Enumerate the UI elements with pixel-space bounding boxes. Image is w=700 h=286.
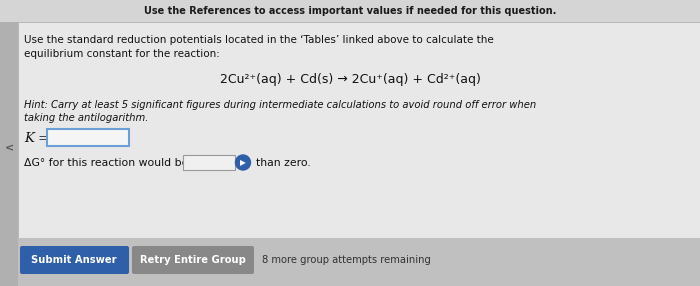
Text: <: < xyxy=(4,143,13,153)
Text: ▶: ▶ xyxy=(240,158,246,167)
Text: Retry Entire Group: Retry Entire Group xyxy=(140,255,246,265)
FancyBboxPatch shape xyxy=(47,129,129,146)
FancyBboxPatch shape xyxy=(0,0,700,22)
Text: ΔG° for this reaction would be: ΔG° for this reaction would be xyxy=(24,158,188,168)
FancyBboxPatch shape xyxy=(183,155,235,170)
FancyBboxPatch shape xyxy=(18,22,700,238)
FancyBboxPatch shape xyxy=(132,246,254,274)
FancyBboxPatch shape xyxy=(0,22,18,286)
Text: Hint: Carry at least 5 significant figures during intermediate calculations to a: Hint: Carry at least 5 significant figur… xyxy=(24,100,536,110)
Text: Submit Answer: Submit Answer xyxy=(32,255,117,265)
Text: than zero.: than zero. xyxy=(256,158,311,168)
FancyBboxPatch shape xyxy=(0,238,700,286)
Text: Use the References to access important values if needed for this question.: Use the References to access important v… xyxy=(144,6,556,16)
Text: Use the standard reduction potentials located in the ‘Tables’ linked above to ca: Use the standard reduction potentials lo… xyxy=(24,35,493,45)
Text: 2Cu²⁺(aq) + Cd(s) → 2Cu⁺(aq) + Cd²⁺(aq): 2Cu²⁺(aq) + Cd(s) → 2Cu⁺(aq) + Cd²⁺(aq) xyxy=(220,74,480,86)
FancyBboxPatch shape xyxy=(20,246,129,274)
Text: K =: K = xyxy=(24,132,53,144)
Text: equilibrium constant for the reaction:: equilibrium constant for the reaction: xyxy=(24,49,220,59)
Text: taking the antilogarithm.: taking the antilogarithm. xyxy=(24,113,148,123)
Circle shape xyxy=(235,155,251,170)
Text: 8 more group attempts remaining: 8 more group attempts remaining xyxy=(262,255,431,265)
